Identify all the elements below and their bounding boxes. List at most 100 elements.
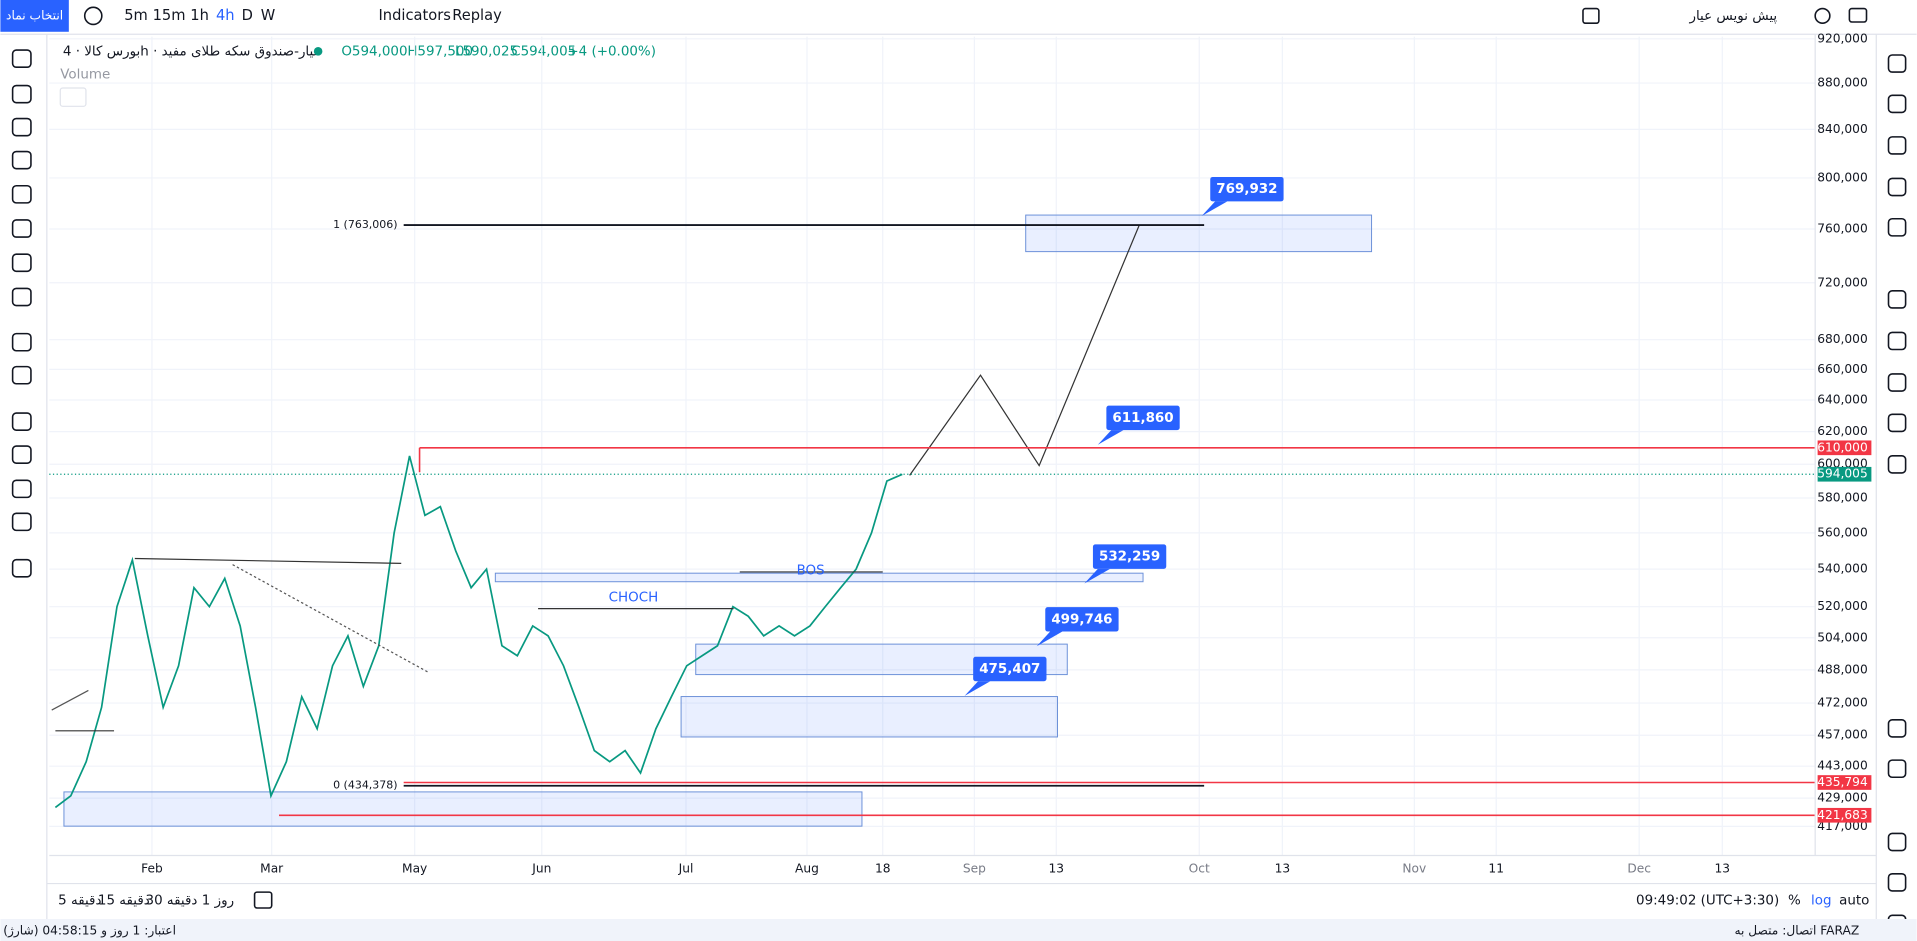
- tool-icon[interactable]: [11, 479, 32, 499]
- ohlc-low: L590,025: [455, 44, 518, 59]
- camera-icon[interactable]: [1848, 7, 1868, 23]
- indicators[interactable]: Indicators: [378, 7, 450, 24]
- settings-icon[interactable]: [1814, 7, 1831, 25]
- range-15m[interactable]: 15 دقیقه: [98, 894, 150, 909]
- side-icon[interactable]: [1887, 54, 1907, 73]
- tool-icon[interactable]: [11, 117, 32, 137]
- tool-icon[interactable]: [11, 558, 32, 578]
- callout: [1210, 176, 1284, 202]
- x-tick-label: Jun: [531, 861, 551, 875]
- interval[interactable]: D: [242, 7, 253, 24]
- side-icon[interactable]: [1887, 136, 1907, 155]
- side-icon[interactable]: [1887, 94, 1907, 114]
- x-tick-label: 13: [1715, 861, 1731, 875]
- y-tick-label: 640,000: [1817, 393, 1868, 407]
- y-tick-label: 457,000: [1817, 728, 1868, 742]
- interval[interactable]: 15m: [153, 7, 186, 24]
- y-tick-label: 880,000: [1817, 76, 1868, 90]
- note: CHOCH: [609, 591, 659, 606]
- side-icon[interactable]: [1887, 331, 1907, 351]
- side-icon[interactable]: [1887, 290, 1907, 309]
- clock: 09:49:02 (UTC+3:30): [1636, 894, 1779, 909]
- callout-label: 769,932: [1216, 182, 1277, 197]
- x-tick-label: Dec: [1627, 861, 1651, 875]
- interval[interactable]: W: [261, 7, 276, 24]
- level-label: 610,000: [1817, 440, 1868, 454]
- auto-toggle[interactable]: auto: [1839, 894, 1869, 909]
- collapse-button[interactable]: [59, 87, 87, 107]
- range-30m[interactable]: 30 دقیقه: [146, 894, 198, 909]
- x-tick-label: May: [402, 861, 427, 875]
- y-tick-label: 920,000: [1817, 31, 1868, 45]
- tool-icon[interactable]: [11, 84, 32, 104]
- replay[interactable]: Replay: [452, 7, 502, 24]
- interval[interactable]: 1h: [190, 7, 209, 24]
- range-5m[interactable]: 5 دقیقه: [58, 894, 101, 909]
- side-icon[interactable]: [1887, 413, 1907, 433]
- layout-name[interactable]: پیش نویس عیار: [1688, 9, 1777, 24]
- x-tick-label: 18: [875, 861, 891, 875]
- y-tick-label: 720,000: [1817, 275, 1868, 289]
- ohlc-change: +4 (+0.00%): [567, 44, 656, 59]
- log-toggle[interactable]: log: [1811, 894, 1831, 909]
- y-tick-label: 800,000: [1817, 170, 1868, 184]
- fib-label: 0 (434,378): [333, 779, 397, 792]
- tool-icon[interactable]: [11, 512, 32, 532]
- side-icon[interactable]: [1887, 177, 1907, 197]
- callout: [1106, 405, 1180, 431]
- volume-label: Volume: [60, 68, 110, 83]
- tool-icon[interactable]: [11, 287, 32, 307]
- y-tick-label: 840,000: [1817, 122, 1868, 136]
- fullscreen-icon[interactable]: [1582, 7, 1600, 25]
- drawing: [134, 557, 402, 564]
- last-price-badge: [1817, 466, 1872, 482]
- range-1d[interactable]: 1 روز: [202, 894, 234, 909]
- y-tick-label: 620,000: [1817, 424, 1868, 438]
- tool-icon[interactable]: [11, 49, 32, 69]
- interval[interactable]: 5m: [124, 7, 148, 24]
- side-icon[interactable]: [1887, 455, 1907, 474]
- callout: [1045, 607, 1119, 632]
- tool-icon[interactable]: [11, 150, 32, 170]
- interval[interactable]: 4h: [216, 7, 235, 24]
- side-icon[interactable]: [1887, 719, 1907, 738]
- x-tick-label: 11: [1488, 861, 1504, 875]
- zone: [680, 696, 1058, 738]
- callout-pointer: [1036, 631, 1063, 647]
- callout: [1092, 544, 1167, 569]
- callout: [973, 656, 1047, 682]
- status-dot: [313, 47, 323, 56]
- y-tick-label: 580,000: [1817, 490, 1868, 504]
- percent-toggle[interactable]: %: [1788, 894, 1801, 909]
- tool-icon[interactable]: [11, 332, 32, 352]
- side-icon[interactable]: [1887, 759, 1907, 779]
- y-tick-label: 488,000: [1817, 662, 1868, 676]
- x-tick-label: Jul: [678, 861, 694, 875]
- tool-icon[interactable]: [11, 253, 32, 273]
- side-icon[interactable]: [1887, 872, 1907, 892]
- side-icon[interactable]: [1887, 832, 1907, 852]
- tool-icon[interactable]: [11, 412, 32, 431]
- zone: [1025, 214, 1373, 253]
- x-tick-label: Mar: [260, 861, 284, 875]
- tool-icon[interactable]: [11, 219, 32, 238]
- callout-label: 611,860: [1112, 411, 1173, 426]
- side-icon[interactable]: [1887, 373, 1907, 392]
- level-badge: [1817, 775, 1872, 790]
- status-bar: [0, 919, 1917, 941]
- tool-icon[interactable]: [11, 445, 32, 464]
- tool-icon[interactable]: [11, 365, 32, 385]
- tool-icon[interactable]: [11, 184, 32, 204]
- symbol-button-bg[interactable]: [0, 0, 69, 32]
- level-label: 435,794: [1817, 775, 1868, 789]
- zone: [494, 572, 1144, 583]
- x-tick-label: Oct: [1189, 861, 1210, 875]
- side-icon[interactable]: [1887, 217, 1907, 237]
- y-tick-label: 680,000: [1817, 332, 1868, 346]
- symbol-button[interactable]: انتخاب نماد: [6, 8, 63, 22]
- drawing: [51, 689, 89, 711]
- add-icon[interactable]: [83, 6, 103, 26]
- symbol-title: بورس کالا · 4h · عیار-صندوق سکه طلای مفی…: [63, 44, 322, 59]
- date-range-icon[interactable]: [253, 891, 273, 909]
- y-tick-label: 540,000: [1817, 562, 1868, 576]
